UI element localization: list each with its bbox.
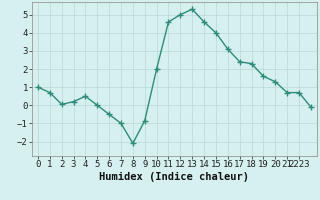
- X-axis label: Humidex (Indice chaleur): Humidex (Indice chaleur): [100, 172, 249, 182]
